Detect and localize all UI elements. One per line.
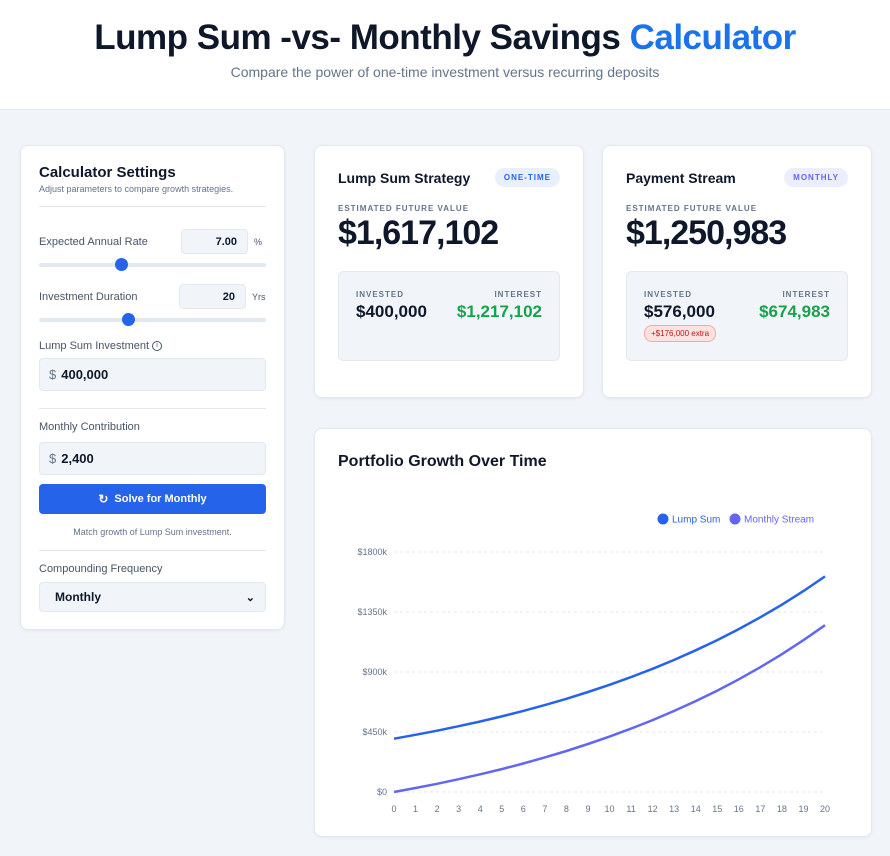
x-tick-label: 12: [648, 804, 658, 814]
x-tick-label: 9: [585, 804, 590, 814]
x-tick-label: 11: [626, 804, 635, 814]
estimated-label: ESTIMATED FUTURE VALUE: [626, 204, 758, 213]
interest-value: $1,217,102: [456, 302, 542, 321]
x-tick-label: 7: [542, 804, 547, 814]
lump-sum-input[interactable]: $400,000: [39, 358, 266, 391]
duration-slider-thumb[interactable]: [121, 313, 135, 326]
calculator-settings-panel: Calculator Settings Adjust parameters to…: [20, 145, 285, 630]
duration-slider[interactable]: [39, 313, 266, 326]
portfolio-growth-card: Portfolio Growth Over Time $0 $450k $900k $…: [314, 428, 872, 837]
compounding-frequency-label: Compounding Frequency: [39, 563, 163, 575]
monthly-contribution-label: Monthly Contribution: [39, 421, 140, 433]
extra-badge: +$176,000 extra: [644, 325, 717, 342]
estimated-label: ESTIMATED FUTURE VALUE: [338, 204, 470, 213]
rate-unit: %: [254, 236, 263, 247]
x-tick-label: 17: [755, 804, 765, 814]
lump-sum-title: Lump Sum Strategy: [338, 169, 471, 186]
x-tick-label: 20: [820, 804, 830, 814]
y-tick-label: $1800k: [357, 547, 387, 557]
series-line-monthly-stream: [393, 624, 826, 794]
invested-value: $400,000: [356, 302, 427, 321]
page-subtitle: Compare the power of one-time investment…: [230, 64, 660, 80]
x-tick-label: 4: [478, 804, 483, 814]
x-tick-label: 15: [712, 804, 722, 814]
x-tick-label: 18: [777, 804, 787, 814]
x-tick-label: 19: [798, 804, 808, 814]
x-tick-label: 2: [435, 804, 440, 814]
page-title: Lump Sum -vs- Monthly Savings Calculator: [94, 18, 796, 57]
y-tick-label: $1350k: [357, 607, 387, 617]
chevron-down-icon: ⌄: [245, 591, 255, 604]
duration-input[interactable]: 20: [179, 284, 246, 309]
divider: [39, 408, 266, 409]
lump-sum-card: Lump Sum Strategy ONE-TIME ESTIMATED FUTU…: [314, 145, 584, 398]
lump-sum-breakdown: INVESTED INTEREST $400,000 $1,217,102: [338, 271, 560, 361]
legend-marker: [657, 513, 669, 525]
monthly-breakdown: INVESTED INTEREST $576,000 $674,983 +$176,…: [626, 271, 848, 361]
divider: [39, 206, 266, 207]
x-tick-label: 10: [604, 804, 614, 814]
legend-label: Monthly Stream: [744, 515, 814, 526]
refresh-icon: ↻: [98, 492, 109, 506]
monthly-future-value: $1,250,983: [626, 214, 787, 252]
legend-label: Lump Sum: [672, 515, 720, 526]
series-line-lump-sum: [393, 575, 826, 740]
monthly-badge: MONTHLY: [784, 168, 848, 187]
lump-sum-label: Lump Sum Investment: [39, 340, 150, 352]
chart-title: Portfolio Growth Over Time: [338, 453, 547, 470]
rate-slider[interactable]: [39, 258, 266, 271]
one-time-badge: ONE-TIME: [494, 168, 560, 187]
duration-unit: Yrs: [252, 291, 266, 302]
x-tick-label: 13: [669, 804, 679, 814]
info-icon[interactable]: i: [152, 341, 163, 351]
y-tick-label: $0: [377, 787, 387, 797]
x-tick-label: 1: [413, 804, 418, 814]
y-tick-label: $450k: [362, 727, 387, 737]
invested-value: $576,000: [644, 302, 715, 321]
rate-label: Expected Annual Rate: [39, 235, 148, 248]
x-tick-label: 6: [521, 804, 526, 814]
x-tick-label: 8: [564, 804, 569, 814]
lump-sum-future-value: $1,617,102: [338, 214, 499, 252]
monthly-contribution-input[interactable]: $2,400: [39, 442, 266, 475]
compounding-frequency-select[interactable]: Monthly ⌄: [39, 582, 266, 612]
divider: [39, 550, 266, 551]
x-tick-label: 16: [734, 804, 744, 814]
x-tick-label: 0: [391, 804, 396, 814]
x-tick-label: 3: [456, 804, 461, 814]
rate-input[interactable]: 7.00: [181, 229, 248, 254]
legend-marker: [729, 513, 741, 525]
y-tick-label: $900k: [362, 667, 387, 677]
payment-stream-card: Payment Stream MONTHLY ESTIMATED FUTURE V…: [602, 145, 872, 398]
settings-title: Calculator Settings: [39, 164, 176, 181]
payment-stream-title: Payment Stream: [626, 169, 736, 186]
page-header: Lump Sum -vs- Monthly Savings Calculator…: [0, 0, 890, 110]
interest-value: $674,983: [759, 302, 830, 321]
x-tick-label: 14: [691, 804, 701, 814]
solve-hint: Match growth of Lump Sum investment.: [73, 527, 232, 537]
duration-label: Investment Duration: [39, 290, 138, 303]
x-tick-label: 5: [499, 804, 504, 814]
settings-subtitle: Adjust parameters to compare growth stra…: [39, 184, 234, 194]
solve-for-monthly-button[interactable]: ↻ Solve for Monthly: [39, 484, 266, 514]
rate-slider-thumb[interactable]: [114, 258, 128, 271]
